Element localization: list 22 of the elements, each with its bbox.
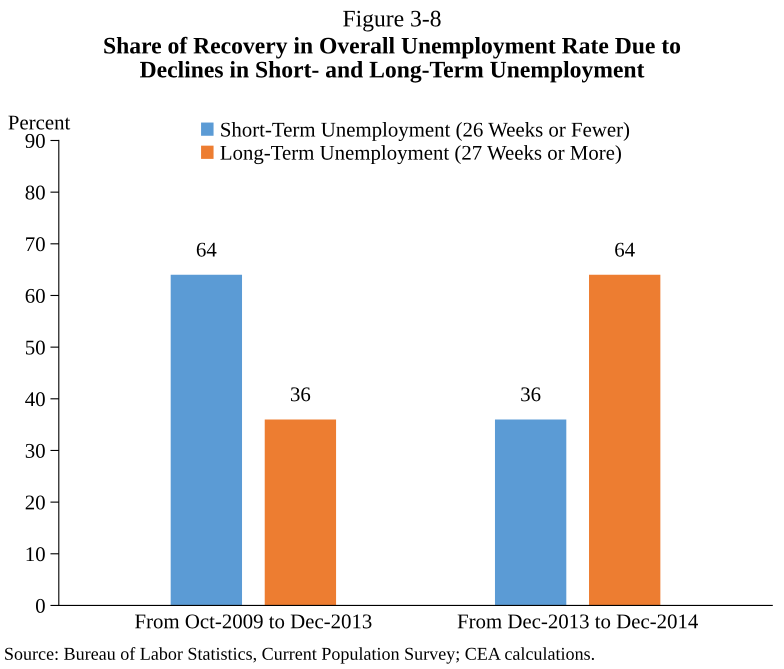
- data-label: 64: [615, 242, 635, 257]
- chart-title: Figure 3-8: [343, 10, 441, 32]
- data-label: 36: [290, 387, 310, 402]
- source-note: Source: Bureau of Labor Statistics, Current Population Survey; CEA calculations.: [5, 647, 594, 664]
- y-tick-label: 90: [25, 134, 45, 148]
- y-tick-label: 0: [36, 598, 45, 613]
- y-tick-label: 70: [26, 237, 45, 252]
- data-label: 64: [196, 242, 216, 257]
- y-tick-label: 50: [26, 340, 45, 355]
- x-tick-label: From Oct-2009 to Dec-2013: [135, 614, 372, 628]
- y-tick-label: 60: [26, 288, 45, 303]
- y-tick-label: 10: [26, 547, 45, 562]
- y-tick-label: 30: [26, 444, 45, 458]
- chart-subtitle: Share of Recovery in Overall Unemployment Rate Due to Declines in Short- and Long-Term Unemployment: [104, 36, 680, 83]
- y-tick-label: 20: [26, 495, 45, 510]
- legend-label: Long-Term Unemployment (27 Weeks or More): [220, 145, 621, 164]
- y-tick-label: 80: [26, 186, 45, 200]
- x-tick-label: From Dec-2013 to Dec-2014: [458, 614, 698, 628]
- y-axis-title: Percent: [8, 116, 70, 130]
- data-label: 36: [521, 387, 540, 402]
- legend-label: Short-Term Unemployment (26 Weeks or Fewer): [221, 122, 630, 141]
- y-tick-label: 40: [25, 392, 45, 406]
